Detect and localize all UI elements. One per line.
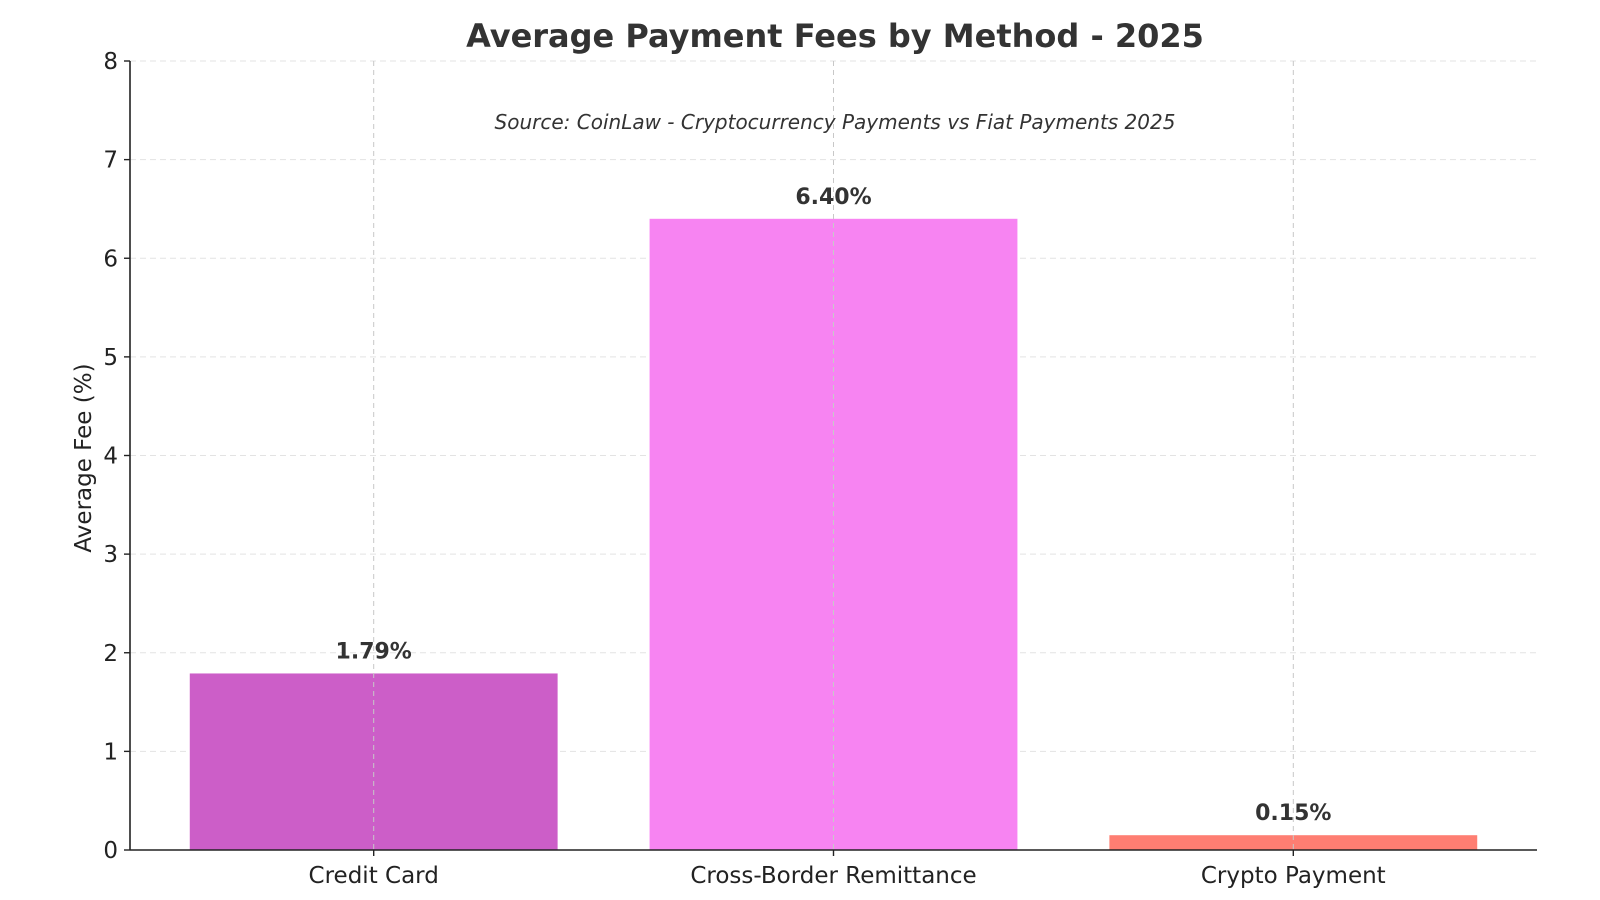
y-tick-label: 5 (103, 345, 118, 371)
bar-data-label: 0.15% (1255, 801, 1331, 826)
chart-subtitle: Source: CoinLaw - Cryptocurrency Payment… (495, 110, 1176, 134)
bar-data-label: 6.40% (795, 185, 871, 210)
bar-data-label: 1.79% (336, 639, 412, 664)
y-tick-label: 0 (103, 838, 118, 864)
chart-title: Average Payment Fees by Method - 2025 (466, 17, 1204, 55)
y-tick-label: 1 (103, 739, 118, 765)
x-tick-label: Credit Card (309, 863, 439, 889)
labels-layer: 0 1 2 3 4 5 6 7 8 Credit Card Cross-Border Remitta… (103, 49, 1385, 889)
y-tick-label: 6 (103, 246, 118, 272)
bar-crypto-payment (1109, 835, 1478, 850)
axes-layer (124, 60, 1537, 856)
y-axis-label: Average Fee (%) (71, 363, 97, 552)
y-tick-label: 3 (103, 542, 118, 568)
y-tick-label: 8 (103, 49, 118, 75)
x-tick-label: Cross-Border Remittance (690, 863, 976, 889)
y-tick-label: 4 (103, 444, 118, 470)
x-tick-label: Crypto Payment (1201, 863, 1386, 889)
y-tick-label: 2 (103, 641, 118, 667)
bar-credit-card (189, 673, 558, 850)
y-tick-label: 7 (103, 148, 118, 174)
